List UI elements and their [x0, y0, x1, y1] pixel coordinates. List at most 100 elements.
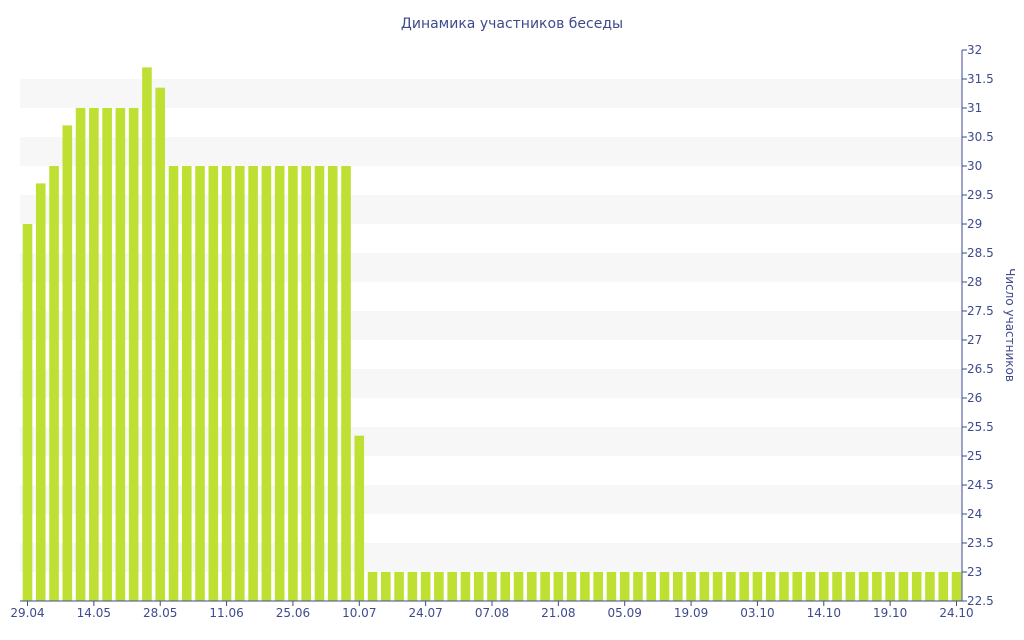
- y-tick-label: 23.5: [967, 536, 994, 550]
- bar[interactable]: [818, 572, 829, 601]
- bar[interactable]: [195, 166, 205, 601]
- bar[interactable]: [89, 108, 99, 601]
- bar[interactable]: [898, 572, 909, 601]
- x-tick-label: 14.10: [807, 606, 841, 620]
- bar[interactable]: [155, 87, 166, 601]
- y-tick-label: 27.5: [967, 304, 994, 318]
- y-tick-label: 27: [967, 333, 982, 347]
- y-tick-label: 28.5: [967, 246, 994, 260]
- bar[interactable]: [142, 67, 152, 601]
- bar[interactable]: [739, 572, 749, 601]
- bar[interactable]: [381, 572, 391, 601]
- bar[interactable]: [911, 572, 922, 601]
- x-tick-label: 25.06: [276, 606, 310, 620]
- y-tick-label: 30: [967, 159, 982, 173]
- bar[interactable]: [62, 125, 73, 602]
- bar[interactable]: [420, 572, 431, 601]
- bar[interactable]: [779, 572, 789, 601]
- bar[interactable]: [925, 572, 935, 601]
- bar[interactable]: [540, 572, 550, 601]
- bar[interactable]: [580, 572, 590, 601]
- bar[interactable]: [712, 572, 723, 601]
- x-tick-label: 21.08: [541, 606, 575, 620]
- y-tick-label: 25: [967, 449, 982, 463]
- bar[interactable]: [327, 166, 338, 601]
- bar[interactable]: [633, 572, 643, 601]
- bar[interactable]: [845, 572, 856, 601]
- bar[interactable]: [248, 166, 258, 601]
- y-tick-label: 25.5: [967, 420, 994, 434]
- bar[interactable]: [22, 224, 33, 601]
- bar[interactable]: [181, 166, 192, 601]
- bar[interactable]: [221, 166, 232, 601]
- bar[interactable]: [792, 572, 803, 601]
- x-tick-label: 19.09: [674, 606, 708, 620]
- bar[interactable]: [367, 572, 378, 601]
- bar[interactable]: [858, 572, 869, 601]
- bar[interactable]: [659, 572, 670, 601]
- bar[interactable]: [394, 572, 404, 601]
- y-tick-label: 31.5: [967, 72, 994, 86]
- bar[interactable]: [872, 572, 882, 601]
- x-tick-label: 14.05: [77, 606, 111, 620]
- bar[interactable]: [314, 166, 325, 601]
- bar[interactable]: [208, 166, 219, 601]
- bar[interactable]: [102, 108, 112, 601]
- bar[interactable]: [686, 572, 696, 601]
- bar[interactable]: [938, 572, 949, 601]
- bar-series: [22, 67, 962, 602]
- y-tick-label: 31: [967, 101, 982, 115]
- bar[interactable]: [500, 572, 511, 601]
- bar[interactable]: [606, 572, 617, 601]
- bar[interactable]: [699, 572, 710, 601]
- y-tick-label: 24: [967, 507, 982, 521]
- bar[interactable]: [805, 572, 816, 601]
- bar[interactable]: [341, 166, 351, 601]
- bar[interactable]: [447, 572, 457, 601]
- bar[interactable]: [765, 572, 776, 601]
- bar[interactable]: [354, 435, 365, 601]
- bar[interactable]: [75, 108, 86, 601]
- bar[interactable]: [128, 108, 139, 601]
- bar[interactable]: [115, 108, 126, 601]
- bar[interactable]: [407, 572, 418, 601]
- bar[interactable]: [752, 572, 763, 601]
- bar[interactable]: [619, 572, 630, 601]
- bar[interactable]: [460, 572, 471, 601]
- y-tick-label: 24.5: [967, 478, 994, 492]
- y-tick-label: 28: [967, 275, 982, 289]
- bar[interactable]: [553, 572, 564, 601]
- bar[interactable]: [168, 166, 179, 601]
- bar[interactable]: [487, 572, 497, 601]
- y-axis-label: Число участников: [1003, 268, 1017, 382]
- bar[interactable]: [566, 572, 577, 601]
- x-tick-label: 24.10: [939, 606, 973, 620]
- x-tick-label: 11.06: [209, 606, 243, 620]
- bar[interactable]: [473, 572, 484, 601]
- y-tick-label: 29.5: [967, 188, 994, 202]
- bar[interactable]: [274, 166, 285, 601]
- background-band: [20, 137, 962, 166]
- bar[interactable]: [513, 572, 524, 601]
- bar[interactable]: [951, 572, 962, 601]
- bar[interactable]: [301, 166, 311, 601]
- bar[interactable]: [49, 166, 59, 601]
- bar[interactable]: [288, 166, 298, 601]
- bar[interactable]: [593, 572, 603, 601]
- bar[interactable]: [434, 572, 444, 601]
- bar[interactable]: [35, 183, 46, 601]
- background-band: [20, 79, 962, 108]
- bar[interactable]: [527, 572, 537, 601]
- bar[interactable]: [261, 166, 272, 601]
- y-tick-label: 32: [967, 43, 982, 57]
- x-tick-label: 29.04: [10, 606, 44, 620]
- bar[interactable]: [673, 572, 683, 601]
- x-axis-ticks: 29.04 14.05 28.05 11.06 25.06 10.07 24.07 07.08…: [10, 601, 974, 620]
- bar[interactable]: [235, 166, 245, 601]
- bar[interactable]: [646, 572, 657, 601]
- bar[interactable]: [885, 572, 895, 601]
- bar[interactable]: [832, 572, 842, 601]
- bar[interactable]: [726, 572, 736, 601]
- y-tick-label: 26.5: [967, 362, 994, 376]
